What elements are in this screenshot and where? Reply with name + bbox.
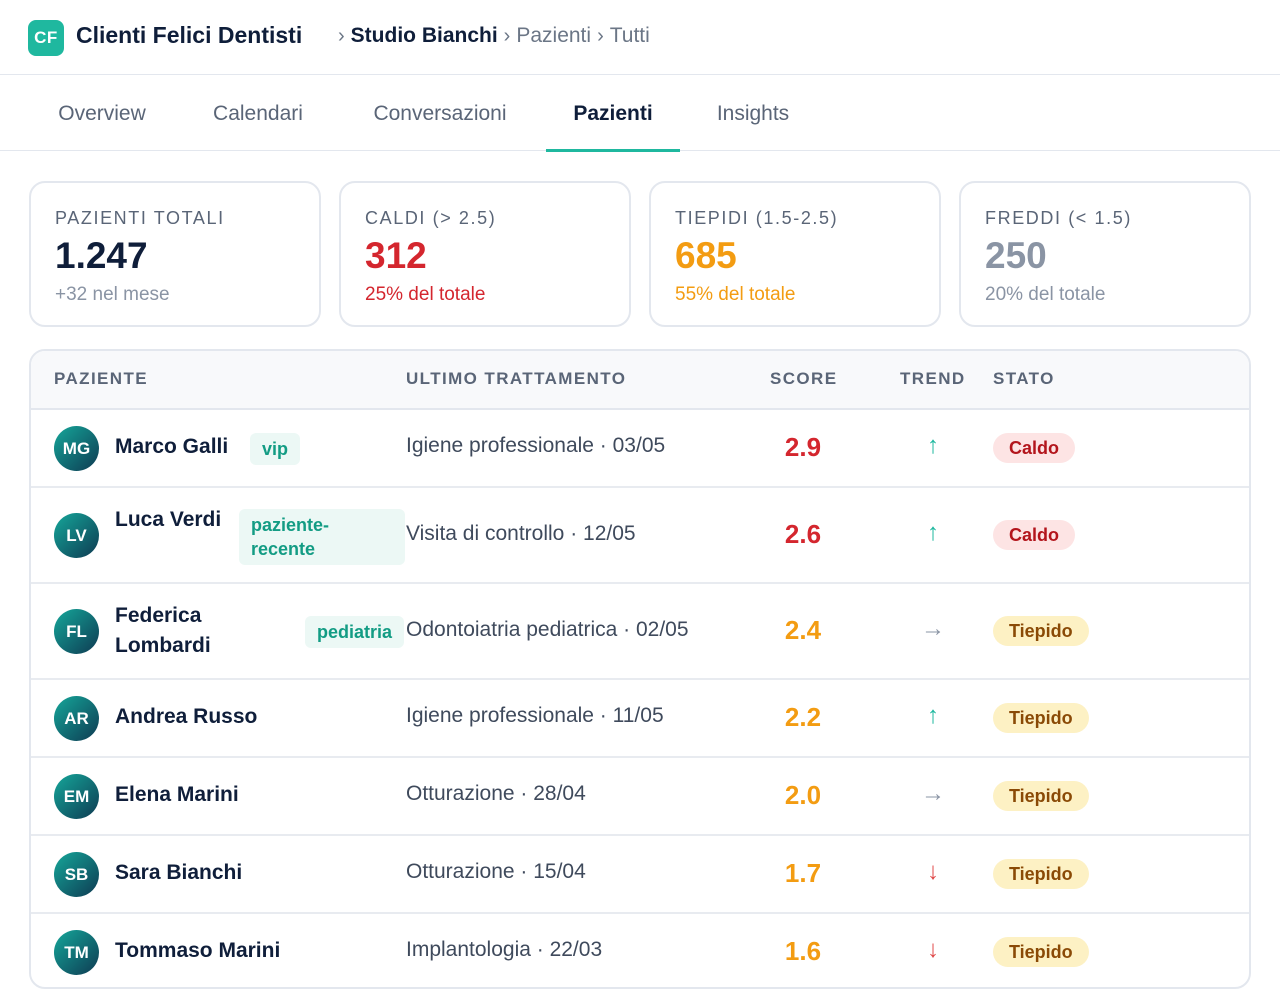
- status-badge: Tiepido: [993, 937, 1089, 967]
- last-treatment: Otturazione · 15/04: [406, 860, 586, 883]
- last-treatment: Igiene professionale · 03/05: [406, 434, 666, 457]
- stat-label: PAZIENTI TOTALI: [55, 208, 225, 228]
- trend-flat-icon: →: [921, 780, 945, 807]
- patient-name[interactable]: Andrea Russo: [115, 705, 258, 728]
- tab-pazienti[interactable]: Pazienti: [546, 76, 680, 152]
- avatar: FL: [54, 609, 99, 654]
- tab-insights[interactable]: Insights: [716, 101, 790, 125]
- avatar: LV: [54, 513, 99, 558]
- status-badge: Tiepido: [993, 781, 1089, 811]
- last-treatment: Igiene professionale · 11/05: [406, 704, 664, 727]
- breadcrumb-separator: ›: [338, 24, 345, 47]
- last-treatment: Visita di controllo · 12/05: [406, 522, 636, 545]
- stat-card-cold: FREDDI (< 1.5) 250 20% del totale: [959, 181, 1251, 327]
- score-value: 2.9: [784, 432, 822, 462]
- breadcrumb-all[interactable]: Tutti: [609, 24, 650, 47]
- column-header-status[interactable]: STATO: [993, 369, 1055, 388]
- status-badge: Caldo: [993, 520, 1076, 550]
- breadcrumb-patients[interactable]: Pazienti: [516, 24, 592, 47]
- tab-bar: Overview Calendari Conversazioni Pazient…: [0, 76, 1280, 152]
- patient-name[interactable]: Sara Bianchi: [115, 861, 243, 884]
- stat-sub: 20% del totale: [985, 284, 1106, 305]
- stat-label: TIEPIDI (1.5-2.5): [675, 208, 839, 228]
- app-header: CF Clienti Felici Dentisti › Studio Bian…: [0, 0, 1280, 75]
- table-row[interactable]: EM Elena Marini Otturazione · 28/04 2.0 …: [31, 758, 1249, 836]
- table-header: PAZIENTE ULTIMO TRATTAMENTO SCORE TREND …: [31, 351, 1249, 410]
- patient-tag: paziente-recente: [239, 509, 405, 565]
- tab-calendari[interactable]: Calendari: [213, 101, 303, 125]
- stat-card-warm: TIEPIDI (1.5-2.5) 685 55% del totale: [649, 181, 941, 327]
- patients-table: PAZIENTE ULTIMO TRATTAMENTO SCORE TREND …: [29, 349, 1251, 989]
- score-value: 1.7: [784, 858, 822, 888]
- app-title[interactable]: Clienti Felici Dentisti: [76, 22, 303, 48]
- trend-up-icon: ↑: [927, 519, 939, 546]
- trend-up-icon: ↑: [927, 702, 939, 729]
- column-header-trend[interactable]: TREND: [900, 369, 966, 388]
- patient-tag: vip: [250, 433, 301, 465]
- stat-label: CALDI (> 2.5): [365, 208, 497, 228]
- score-value: 2.4: [784, 615, 822, 645]
- table-row[interactable]: FL Federica Lombardi pediatria Odontoiat…: [31, 584, 1249, 680]
- table-row[interactable]: AR Andrea Russo Igiene professionale · 1…: [31, 680, 1249, 758]
- stat-sub: 25% del totale: [365, 284, 486, 305]
- score-value: 2.6: [784, 519, 822, 549]
- trend-down-icon: ↓: [927, 858, 939, 885]
- column-header-patient[interactable]: PAZIENTE: [54, 369, 149, 388]
- table-row[interactable]: MG Marco Galli vip Igiene professionale …: [31, 410, 1249, 488]
- last-treatment: Otturazione · 28/04: [406, 782, 586, 805]
- stat-label: FREDDI (< 1.5): [985, 208, 1132, 228]
- breadcrumb-separator: ›: [597, 24, 604, 47]
- table-row[interactable]: LV Luca Verdi paziente-recente Visita di…: [31, 488, 1249, 584]
- stat-value: 312: [365, 235, 427, 276]
- breadcrumb-separator: ›: [503, 24, 511, 47]
- last-treatment: Implantologia · 22/03: [406, 938, 603, 961]
- stat-card-total: PAZIENTI TOTALI 1.247 +32 nel mese: [29, 181, 321, 327]
- avatar: MG: [54, 426, 99, 471]
- stat-value: 1.247: [55, 235, 148, 276]
- stat-sub: 55% del totale: [675, 284, 796, 305]
- patient-name[interactable]: Elena Marini: [115, 783, 239, 806]
- stat-value: 685: [675, 235, 737, 276]
- avatar: SB: [54, 852, 99, 897]
- status-badge: Tiepido: [993, 616, 1089, 646]
- table-row[interactable]: TM Tommaso Marini Implantologia · 22/03 …: [31, 914, 1249, 987]
- avatar: AR: [54, 696, 99, 741]
- patient-name[interactable]: Marco Galli: [115, 435, 229, 458]
- status-badge: Tiepido: [993, 703, 1089, 733]
- patient-name[interactable]: Luca Verdi: [115, 508, 222, 531]
- tab-conversazioni[interactable]: Conversazioni: [373, 101, 507, 125]
- stat-sub: +32 nel mese: [55, 284, 170, 305]
- score-value: 2.0: [784, 780, 822, 810]
- score-value: 1.6: [784, 936, 822, 966]
- status-badge: Caldo: [993, 433, 1076, 463]
- patient-tag: pediatria: [305, 616, 405, 648]
- breadcrumb: › Studio Bianchi › Pazienti › Tutti: [338, 24, 650, 48]
- breadcrumb-studio[interactable]: Studio Bianchi: [350, 24, 498, 47]
- trend-down-icon: ↓: [927, 936, 939, 963]
- score-value: 2.2: [784, 702, 822, 732]
- trend-flat-icon: →: [921, 615, 945, 642]
- column-header-treatment[interactable]: ULTIMO TRATTAMENTO: [406, 369, 627, 388]
- app-logo[interactable]: CF: [28, 20, 64, 56]
- last-treatment: Odontoiatria pediatrica · 02/05: [406, 618, 689, 641]
- patient-name[interactable]: Federica Lombardi: [115, 604, 211, 657]
- table-row[interactable]: SB Sara Bianchi Otturazione · 15/04 1.7 …: [31, 836, 1249, 914]
- avatar: EM: [54, 774, 99, 819]
- stat-card-hot: CALDI (> 2.5) 312 25% del totale: [339, 181, 631, 327]
- trend-up-icon: ↑: [927, 432, 939, 459]
- status-badge: Tiepido: [993, 859, 1089, 889]
- patient-name[interactable]: Tommaso Marini: [115, 939, 281, 962]
- avatar: TM: [54, 930, 99, 975]
- column-header-score[interactable]: SCORE: [770, 369, 838, 388]
- stat-value: 250: [985, 235, 1047, 276]
- tab-overview[interactable]: Overview: [58, 101, 146, 125]
